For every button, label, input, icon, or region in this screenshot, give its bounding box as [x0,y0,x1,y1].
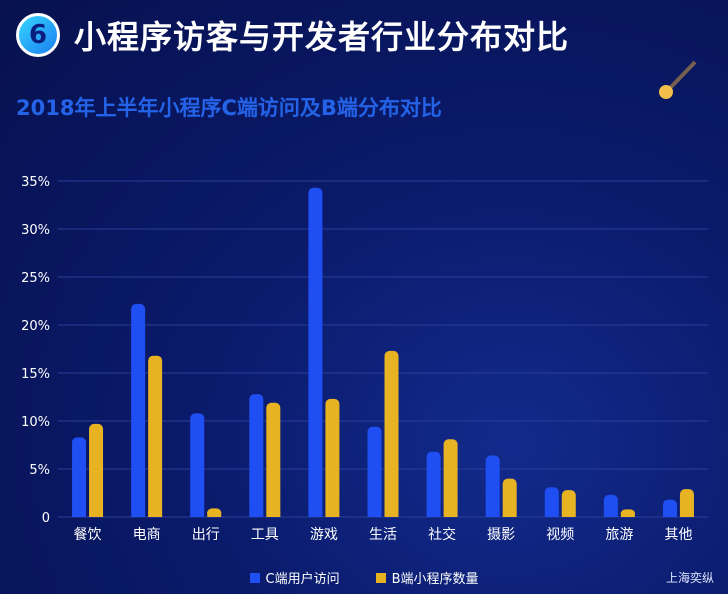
bar-c [544,487,559,517]
bar-c [367,426,382,517]
y-tick-label: 35% [21,175,50,190]
section-number-badge: 6 [16,13,60,57]
chart-legend: C端用户访问 B端小程序数量 [0,568,728,587]
x-tick-label: 社交 [428,526,456,543]
bar-base-c [544,512,559,517]
bar-b [89,423,104,517]
x-tick-label: 其他 [664,527,692,543]
legend-label-c: C端用户访问 [265,572,340,587]
x-tick-label: 电商 [133,527,161,543]
bar-base-c [603,512,618,517]
legend-label-b: B端小程序数量 [391,572,479,587]
bar-b [443,439,458,517]
bar-base-b [266,512,281,517]
legend-item-b: B端小程序数量 [375,568,479,587]
bar-b [148,355,163,517]
header: 6 小程序访客与开发者行业分布对比 [16,12,569,58]
bar-base-b [502,512,517,517]
y-tick-label: 30% [21,223,50,238]
watermark: 上海奕纵 [665,571,714,585]
y-tick-label: 20% [21,319,50,334]
bar-c [603,494,618,517]
page-title: 小程序访客与开发者行业分布对比 [74,18,570,56]
bar-c [131,303,146,517]
bar-c [249,394,264,517]
x-tick-label: 出行 [192,527,220,543]
y-tick-label: 15% [21,367,50,382]
bar-b [679,489,694,517]
chart-title: 2018年上半年小程序C端访问及B端分布对比 [16,96,442,120]
bar-b [266,402,281,517]
bar-base-b [561,512,576,517]
bar-base-b [679,512,694,517]
bar-b [502,478,517,517]
bar-base-c [426,512,441,517]
x-tick-label: 旅游 [605,527,633,543]
bar-base-c [72,512,87,517]
bar-base-b [620,512,635,517]
legend-swatch-c [249,572,260,583]
bar-base-c [308,512,323,517]
bar-b [325,398,340,517]
x-tick-label: 视频 [546,527,574,543]
legend-swatch-b [375,572,386,583]
bar-c [426,451,441,517]
bar-base-c [367,512,382,517]
y-tick-label: 0 [42,511,50,526]
bar-b [561,490,576,517]
y-tick-label: 10% [21,415,50,430]
bar-base-b [148,512,163,517]
bar-base-c [485,512,500,517]
bar-base-b [207,512,222,517]
legend-item-c: C端用户访问 [249,568,340,587]
bar-c [72,437,87,517]
bar-c [190,413,205,517]
bar-c [485,455,500,517]
x-tick-label: 摄影 [487,527,515,543]
bar-base-b [443,512,458,517]
x-tick-label: 工具 [251,527,279,543]
x-tick-label: 生活 [369,527,397,543]
x-tick-label: 游戏 [310,527,338,543]
bar-base-b [325,512,340,517]
x-tick-label: 餐饮 [74,527,102,543]
bar-base-c [662,512,677,517]
bar-b [384,350,399,517]
y-tick-label: 5% [29,463,50,478]
bar-c [308,187,323,517]
bar-base-b [384,512,399,517]
meteor-decoration-icon [659,60,697,99]
bar-base-c [131,512,146,517]
bar-base-c [190,512,205,517]
y-tick-label: 25% [21,271,50,286]
bar-base-c [249,512,264,517]
bar-base-b [89,512,104,517]
